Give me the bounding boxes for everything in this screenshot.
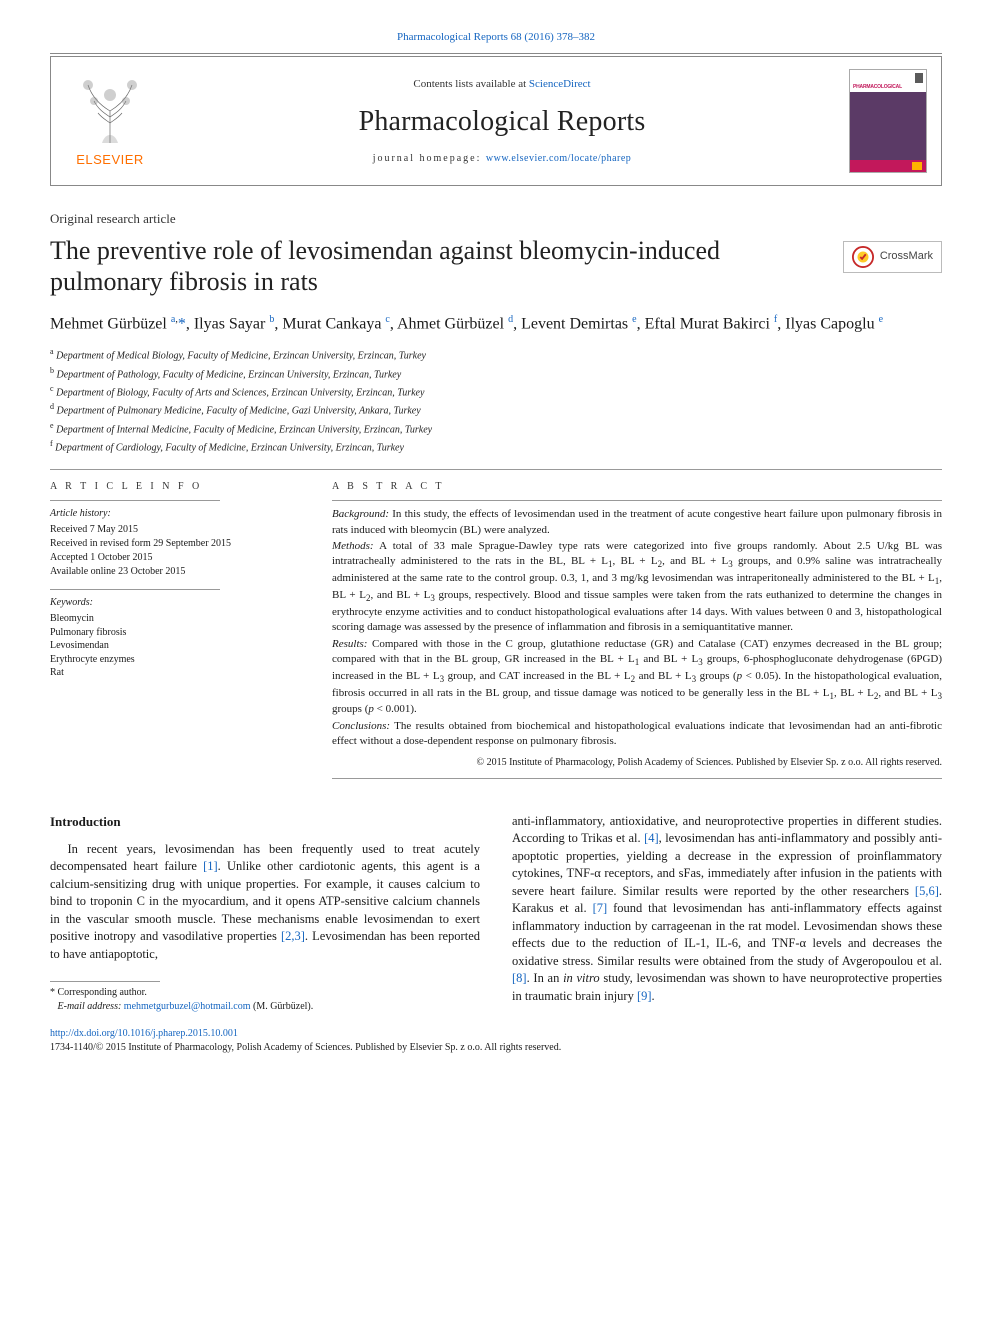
sciencedirect-link[interactable]: ScienceDirect [529,78,591,90]
email-attribution: (M. Gürbüzel). [250,1001,313,1012]
elsevier-tree-icon [74,73,146,145]
affiliation-list: a Department of Medical Biology, Faculty… [50,346,942,455]
journal-homepage-link[interactable]: www.elsevier.com/locate/pharep [486,153,631,164]
abstract-section: Results: Compared with those in the C gr… [332,637,942,718]
abstract-section: Conclusions: The results obtained from b… [332,719,942,750]
crossmark-icon [852,246,874,268]
abstract-rights: © 2015 Institute of Pharmacology, Polish… [332,756,942,770]
article-history-label: Article history: [50,507,300,521]
top-citation-link[interactable]: Pharmacological Reports 68 (2016) 378–38… [397,31,595,43]
thumb-footer [850,160,926,172]
journal-name: Pharmacological Reports [359,102,646,141]
abstract-block: A B S T R A C T Background: In this stud… [332,480,942,784]
corresponding-author-note: * Corresponding author. [50,986,480,1000]
crossmark-badge[interactable]: CrossMark [843,241,942,273]
intro-paragraph-2: anti-inflammatory, antioxidative, and ne… [512,813,942,1006]
contents-prefix: Contents lists available at [413,78,528,90]
elsevier-logo-block: ELSEVIER [65,73,155,169]
page-footer: http://dx.doi.org/10.1016/j.pharep.2015.… [50,1027,942,1055]
article-info-rule [50,500,220,501]
crossmark-label: CrossMark [880,249,933,264]
email-label: E-mail address: [58,1001,122,1012]
author-list: Mehmet Gürbüzel a,*, Ilyas Sayar b, Mura… [50,312,942,336]
thumb-body [850,92,926,160]
keywords-list: BleomycinPulmonary fibrosisLevosimendanE… [50,612,300,680]
ref-link-9[interactable]: [9] [637,989,652,1003]
title-row: The preventive role of levosimendan agai… [50,235,942,298]
abstract-section: Methods: A total of 33 male Sprague-Dawl… [332,539,942,636]
corresponding-email-link[interactable]: mehmetgurbuzel@hotmail.com [124,1001,251,1012]
divider-above-meta [50,469,942,470]
ref-link-5-6[interactable]: [5,6] [915,884,939,898]
abstract-body: Background: In this study, the effects o… [332,507,942,749]
keyword-item: Pulmonary fibrosis [50,626,300,640]
article-history-lines: Received 7 May 2015Received in revised f… [50,523,300,579]
abstract-rule [332,500,942,501]
keywords-label: Keywords: [50,596,300,610]
affiliation-item: f Department of Cardiology, Faculty of M… [50,438,942,455]
keyword-item: Bleomycin [50,612,300,626]
article-title: The preventive role of levosimendan agai… [50,235,825,298]
top-citation-line: Pharmacological Reports 68 (2016) 378–38… [50,30,942,45]
history-line: Accepted 1 October 2015 [50,551,300,565]
history-line: Received in revised form 29 September 20… [50,537,300,551]
history-line: Available online 23 October 2015 [50,565,300,579]
abstract-bottom-rule [332,778,942,779]
keyword-item: Levosimendan [50,639,300,653]
elsevier-wordmark: ELSEVIER [76,151,144,169]
affiliation-item: c Department of Biology, Faculty of Arts… [50,383,942,400]
doi-link[interactable]: http://dx.doi.org/10.1016/j.pharep.2015.… [50,1028,238,1039]
masthead-center: Contents lists available at ScienceDirec… [155,77,849,166]
keyword-item: Rat [50,666,300,680]
keyword-item: Erythrocyte enzymes [50,653,300,667]
article-info-block: A R T I C L E I N F O Article history: R… [50,480,300,680]
ref-link-4[interactable]: [4] [644,831,659,845]
footnote-rule [50,981,160,982]
meta-row: A R T I C L E I N F O Article history: R… [50,480,942,784]
introduction-heading: Introduction [50,813,480,831]
masthead: ELSEVIER Contents lists available at Sci… [50,56,942,186]
ref-link-7[interactable]: [7] [593,901,608,915]
corresponding-email-line: E-mail address: mehmetgurbuzel@hotmail.c… [50,1000,480,1014]
contents-line: Contents lists available at ScienceDirec… [413,77,590,92]
journal-homepage-line: journal homepage: www.elsevier.com/locat… [373,152,632,166]
article-type: Original research article [50,210,942,228]
thumb-mini-logo [915,73,923,83]
affiliation-item: a Department of Medical Biology, Faculty… [50,346,942,363]
ref-link-2-3[interactable]: [2,3] [281,929,305,943]
journal-cover-thumb: PHARMACOLOGICAL [849,69,927,173]
body-columns: Introduction In recent years, levosimend… [50,813,942,1014]
affiliation-item: e Department of Internal Medicine, Facul… [50,420,942,437]
journal-homepage-label: journal homepage: [373,153,486,164]
abstract-heading: A B S T R A C T [332,480,942,494]
article-info-heading: A R T I C L E I N F O [50,480,300,494]
affiliation-item: b Department of Pathology, Faculty of Me… [50,365,942,382]
ref-link-8[interactable]: [8] [512,971,527,985]
footnote-block: * Corresponding author. E-mail address: … [50,981,480,1013]
masthead-top-rule [50,53,942,54]
intro-paragraph-1: In recent years, levosimendan has been f… [50,841,480,964]
ref-link-1[interactable]: [1] [203,859,218,873]
keywords-rule [50,589,220,590]
issn-copyright-line: 1734-1140/© 2015 Institute of Pharmacolo… [50,1041,942,1055]
history-line: Received 7 May 2015 [50,523,300,537]
page-root: Pharmacological Reports 68 (2016) 378–38… [0,0,992,1095]
abstract-section: Background: In this study, the effects o… [332,507,942,538]
affiliation-item: d Department of Pulmonary Medicine, Facu… [50,401,942,418]
